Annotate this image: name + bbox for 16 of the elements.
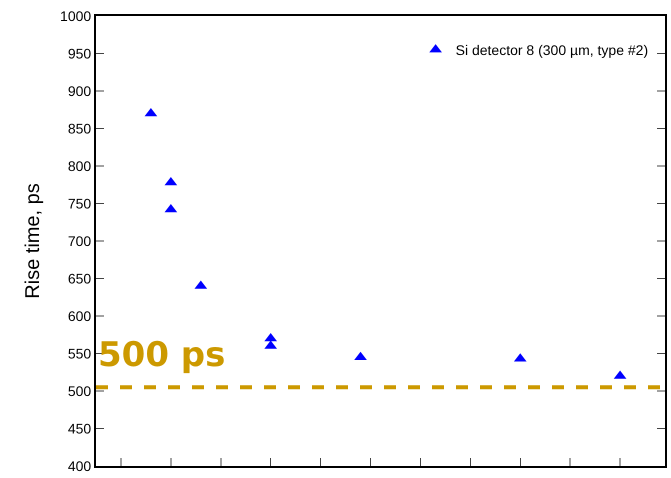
y-tick-label: 950 (68, 45, 92, 62)
y-axis-title: Rise time, ps (22, 183, 44, 299)
y-tick-label: 600 (68, 308, 92, 324)
y-tick-label: 1000 (60, 8, 92, 24)
y-tick-label: 800 (68, 158, 92, 174)
y-tick-label: 900 (68, 82, 92, 99)
y-tick-label: 650 (68, 270, 92, 286)
y-tick-label: 750 (68, 195, 92, 212)
y-tick-label: 700 (68, 232, 92, 249)
y-tick-label: 550 (68, 345, 92, 362)
ref-line-label: 500 ps (98, 335, 226, 375)
y-tick-label: 850 (68, 120, 92, 136)
legend-label: Si detector 8 (300 µm, type #2) (456, 42, 648, 58)
y-tick-label: 500 (68, 382, 92, 399)
y-tick-label: 400 (68, 458, 92, 474)
y-tick-label: 450 (68, 420, 92, 436)
